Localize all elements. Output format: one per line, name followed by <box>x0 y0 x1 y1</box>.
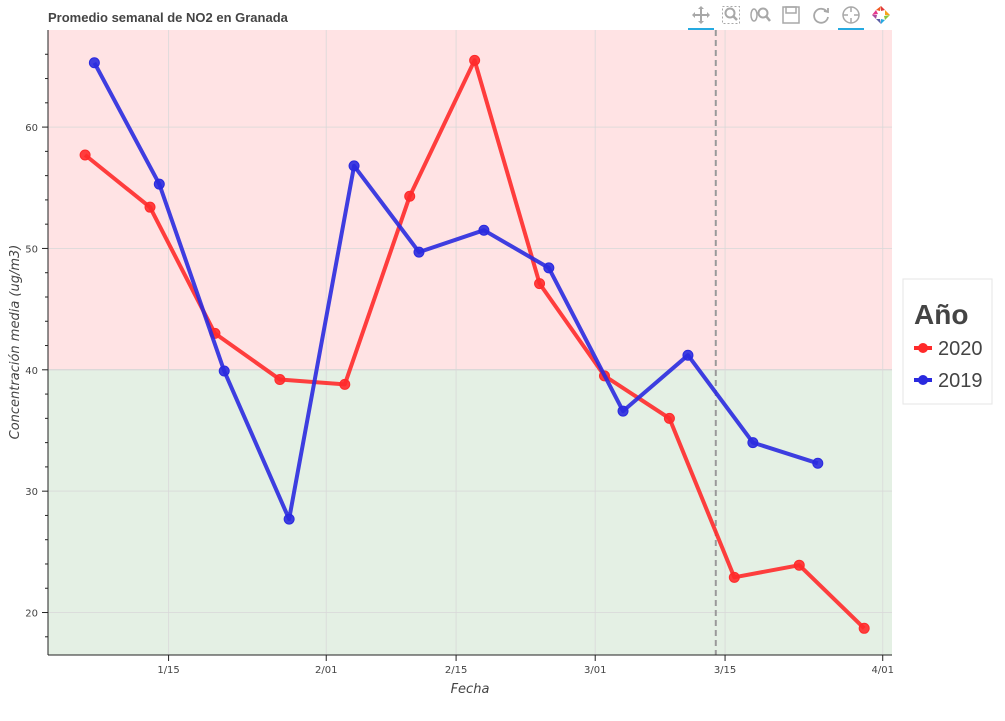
pan-tool[interactable] <box>686 2 716 30</box>
tick-labels: 20 30 40 50 60 1/15 2/01 2/15 3/01 3/15 4/01 <box>25 53 894 676</box>
data-point-2019-6[interactable] <box>478 224 490 236</box>
y-tick-label: 20 <box>25 609 38 620</box>
data-point-2020-6[interactable] <box>469 54 481 66</box>
band-below-threshold <box>48 369 892 655</box>
wheel-zoom-tool[interactable] <box>746 2 776 28</box>
data-point-2020-12[interactable] <box>858 622 870 634</box>
data-point-2019-2[interactable] <box>218 365 230 377</box>
x-tick-label: 2/01 <box>315 665 337 676</box>
data-point-2019-0[interactable] <box>88 57 100 69</box>
data-point-2019-5[interactable] <box>413 246 425 258</box>
legend[interactable]: Año 2020 2019 <box>902 278 993 405</box>
chart-title: Promedio semanal de NO2 en Granada <box>48 10 289 25</box>
data-point-2019-7[interactable] <box>543 262 555 274</box>
legend-label: 2019 <box>938 370 983 392</box>
data-point-2019-4[interactable] <box>348 160 360 172</box>
x-axis-label: Fecha <box>451 682 490 697</box>
legend-box <box>902 278 993 405</box>
x-tick-label: 1/15 <box>157 665 179 676</box>
x-tick-label: 4/01 <box>871 665 893 676</box>
data-point-2019-11[interactable] <box>812 457 824 469</box>
band-above-threshold <box>48 30 892 370</box>
pan-icon <box>691 5 711 25</box>
data-point-2020-1[interactable] <box>144 201 156 213</box>
data-point-2020-0[interactable] <box>79 149 91 161</box>
data-point-2020-10[interactable] <box>728 571 740 583</box>
y-tick-label: 50 <box>25 244 38 255</box>
legend-item-2020[interactable]: 2020 <box>914 338 983 360</box>
legend-item-2019[interactable]: 2019 <box>914 370 983 392</box>
legend-swatch-marker <box>918 375 928 385</box>
x-tick-label: 3/01 <box>584 665 606 676</box>
save-icon <box>781 5 801 25</box>
y-tick-label: 40 <box>25 366 38 377</box>
data-point-2019-1[interactable] <box>153 178 165 190</box>
box-zoom-icon <box>721 5 741 25</box>
series-2020[interactable] <box>79 54 870 634</box>
legend-label: 2020 <box>938 338 983 360</box>
series-2019[interactable] <box>88 57 824 525</box>
toolbar <box>686 2 896 30</box>
box-zoom-tool[interactable] <box>716 2 746 28</box>
y-axis-label: Concentración media (ug/m3) <box>8 245 23 440</box>
plot-background <box>48 30 892 655</box>
save-tool[interactable] <box>776 2 806 28</box>
bokeh-logo[interactable] <box>866 2 896 28</box>
legend-title: Año <box>914 299 968 330</box>
legend-swatch-marker <box>918 343 928 353</box>
crosshair-icon <box>841 5 861 25</box>
series-layer[interactable] <box>79 54 870 634</box>
reset-icon <box>811 5 831 25</box>
data-point-2020-5[interactable] <box>404 190 416 202</box>
data-point-2020-11[interactable] <box>793 559 805 571</box>
data-point-2019-9[interactable] <box>682 349 694 361</box>
data-point-2020-7[interactable] <box>534 278 546 290</box>
wheel-zoom-icon <box>750 5 772 25</box>
x-tick-label: 2/15 <box>445 665 467 676</box>
y-tick-label: 30 <box>25 487 38 498</box>
data-point-2020-9[interactable] <box>663 412 675 424</box>
data-point-2019-8[interactable] <box>617 405 629 417</box>
reset-tool[interactable] <box>806 2 836 28</box>
x-tick-label: 3/15 <box>714 665 736 676</box>
data-point-2019-3[interactable] <box>283 513 295 525</box>
hover-tool[interactable] <box>836 2 866 30</box>
axes <box>47 30 892 656</box>
bokeh-logo-icon <box>871 5 891 25</box>
data-point-2020-3[interactable] <box>274 374 286 386</box>
data-point-2019-10[interactable] <box>747 437 759 449</box>
data-point-2020-4[interactable] <box>339 378 351 390</box>
series-line-2019 <box>92 61 819 522</box>
y-tick-label: 60 <box>25 123 38 134</box>
